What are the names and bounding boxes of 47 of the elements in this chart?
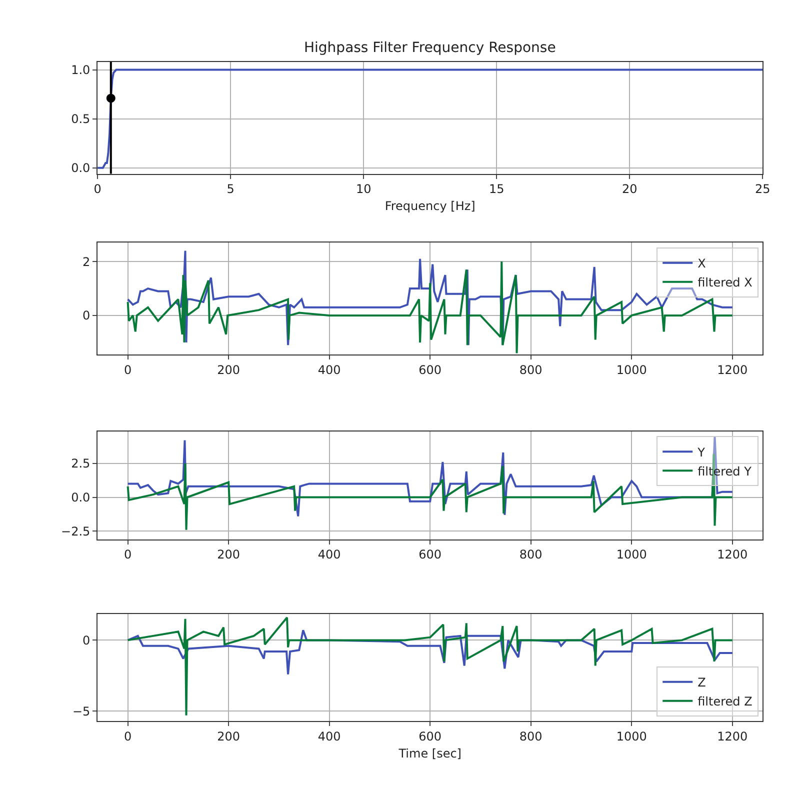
legend-label: filtered X	[698, 276, 752, 290]
chart-title: Highpass Filter Frequency Response	[304, 40, 556, 56]
x-tick-label: 20	[622, 182, 638, 196]
y-tick-label: 1.0	[71, 62, 90, 77]
x-tick-label: 400	[318, 729, 341, 744]
y-tick-label: −2.5	[61, 524, 90, 538]
legend-label: filtered Z	[698, 694, 752, 709]
x-tick-label: 400	[318, 362, 341, 377]
x-tick-label: 600	[418, 362, 442, 377]
legend-label: Z	[698, 676, 706, 690]
x-tick-label: 800	[519, 548, 542, 562]
x-tick-label: 600	[418, 729, 442, 744]
x-tick-label: 200	[217, 548, 240, 562]
x-tick-label: 1200	[717, 729, 748, 744]
x-tick-label: 1200	[717, 548, 748, 562]
y-tick-label: 0	[82, 308, 90, 323]
x-tick-label: 400	[318, 548, 341, 562]
y-tick-label: 2.5	[71, 456, 90, 471]
x-tick-label: 1000	[616, 362, 647, 377]
y-tick-label: 0.0	[71, 490, 90, 504]
x-tick-label: 25	[754, 182, 770, 196]
x-tick-label: 1000	[616, 729, 647, 744]
legend-label: X	[698, 256, 706, 271]
x-axis-title: Frequency [Hz]	[384, 199, 476, 214]
line-series	[126, 629, 734, 676]
y-tick-label: 2	[82, 254, 90, 269]
x-tick-label: 1200	[717, 362, 748, 377]
x-tick-label: 0	[94, 182, 102, 196]
x-tick-label: 200	[217, 729, 240, 744]
x-tick-label: 0	[124, 548, 132, 562]
x-axis-title: Time [sec]	[398, 746, 462, 760]
y-tick-label: 0.0	[71, 161, 90, 176]
legend-label: Y	[696, 445, 706, 460]
x-tick-label: 800	[519, 729, 542, 744]
x-tick-label: 200	[217, 362, 240, 377]
line-series	[98, 68, 763, 169]
x-tick-label: 600	[418, 548, 442, 562]
x-tick-label: 1000	[616, 548, 647, 562]
x-tick-label: 15	[488, 182, 504, 196]
y-tick-label: 0	[82, 633, 90, 648]
y-tick-label: −5	[72, 704, 90, 718]
y-tick-label: 0.5	[71, 112, 90, 126]
x-tick-label: 5	[226, 182, 234, 196]
x-tick-label: 0	[124, 729, 132, 744]
x-tick-label: 800	[519, 362, 542, 377]
x-tick-label: 10	[356, 182, 372, 196]
x-tick-label: 0	[124, 362, 132, 377]
